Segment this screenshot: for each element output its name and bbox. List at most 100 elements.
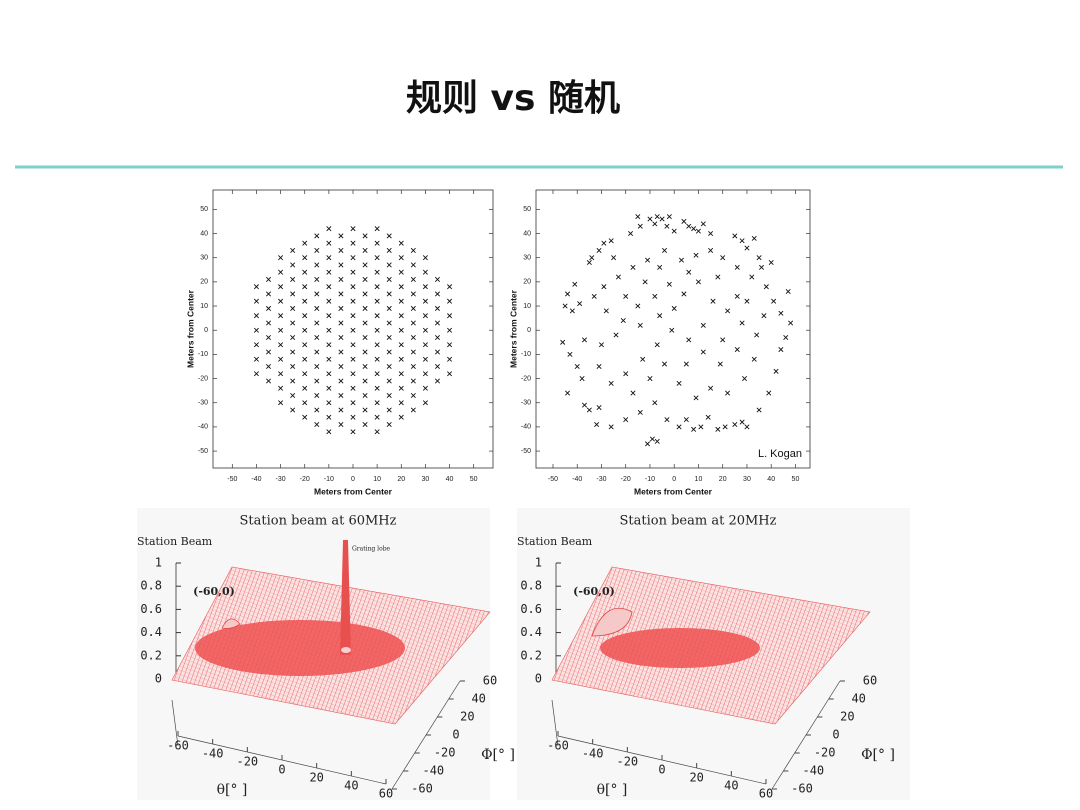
point xyxy=(278,255,284,261)
point xyxy=(265,276,272,282)
point xyxy=(290,320,296,326)
theta-tick-label: 40 xyxy=(724,779,738,793)
y-tick-label: -40 xyxy=(521,424,531,431)
z-tick-label: 0.4 xyxy=(140,625,162,639)
point xyxy=(350,327,356,333)
point xyxy=(596,363,602,369)
point xyxy=(326,284,332,290)
point xyxy=(398,240,404,246)
point xyxy=(386,363,392,369)
point xyxy=(756,255,762,261)
point xyxy=(302,342,308,348)
y-tick-label: -50 xyxy=(198,448,208,455)
z-axis-label: Station Beam xyxy=(517,535,593,548)
point xyxy=(422,284,428,290)
plot-frame xyxy=(535,189,811,469)
surface-plot: Station beam at 20MHz Station Beam 0 0.2 0.4… xyxy=(517,508,910,801)
point xyxy=(761,313,767,319)
point xyxy=(422,400,428,406)
point xyxy=(290,276,296,282)
point xyxy=(669,327,675,333)
point xyxy=(608,238,614,244)
point xyxy=(398,255,404,261)
point xyxy=(302,298,308,304)
point xyxy=(666,214,672,220)
point xyxy=(739,419,745,425)
point xyxy=(326,313,332,319)
phi-tick-label: 40 xyxy=(471,692,485,706)
point xyxy=(410,378,416,384)
point xyxy=(447,298,453,304)
x-tick-label: -30 xyxy=(276,476,286,483)
point xyxy=(314,291,320,297)
point xyxy=(717,361,723,367)
x-tick-label: -10 xyxy=(645,476,655,483)
y-tick-label: 0 xyxy=(527,327,531,334)
phi-tick-label: -20 xyxy=(814,746,836,760)
point xyxy=(657,313,663,319)
point xyxy=(253,298,259,304)
phi-tick-label: -40 xyxy=(802,764,824,778)
point xyxy=(350,284,356,290)
point xyxy=(661,361,668,367)
theta-tick-label: 0 xyxy=(278,763,285,777)
plot-title: Station beam at 60MHz xyxy=(240,514,397,529)
point xyxy=(362,305,368,311)
point xyxy=(447,342,453,348)
point xyxy=(302,284,308,290)
point xyxy=(374,226,380,232)
point xyxy=(302,269,308,275)
y-tick-label: -20 xyxy=(198,375,208,382)
point xyxy=(350,298,356,304)
point xyxy=(338,262,344,268)
y-tick-label: 20 xyxy=(200,279,208,286)
point xyxy=(649,436,655,442)
point xyxy=(620,318,626,324)
slide-title: 规则 vs 随机 xyxy=(406,78,620,119)
point xyxy=(715,426,721,432)
point xyxy=(410,247,416,253)
point xyxy=(302,385,308,391)
phi-tick-label: 60 xyxy=(863,674,877,688)
point xyxy=(398,356,404,362)
point xyxy=(434,320,441,326)
point xyxy=(362,233,368,239)
point xyxy=(374,429,380,435)
point xyxy=(362,320,368,326)
point xyxy=(302,240,308,246)
z-tick-label: 0.6 xyxy=(520,602,542,616)
point xyxy=(362,392,368,398)
phi-tick-label: -60 xyxy=(791,782,813,796)
point xyxy=(742,376,748,382)
theta-tick-label: 40 xyxy=(344,779,358,793)
point xyxy=(278,298,284,304)
point xyxy=(374,240,380,246)
point xyxy=(265,291,272,297)
x-tick-label: 10 xyxy=(373,476,381,483)
point xyxy=(581,402,588,408)
point xyxy=(386,421,392,428)
point xyxy=(666,281,672,287)
annotation: (-60,0) xyxy=(193,585,235,598)
point xyxy=(386,320,392,326)
z-tick-label: 0.4 xyxy=(520,625,542,639)
point xyxy=(302,400,308,406)
point xyxy=(362,276,368,282)
point xyxy=(350,414,356,420)
point xyxy=(338,349,344,355)
point xyxy=(695,279,701,285)
point xyxy=(398,298,404,304)
point xyxy=(623,293,629,299)
point xyxy=(691,426,697,432)
point xyxy=(314,276,320,282)
point xyxy=(253,356,259,362)
theta-tick-label: -40 xyxy=(582,747,604,761)
point xyxy=(715,274,721,280)
point xyxy=(720,255,726,261)
theta-axis xyxy=(551,699,559,747)
point xyxy=(788,320,794,326)
z-tick-label: 1 xyxy=(535,556,542,570)
point xyxy=(732,233,738,239)
credit: L. Kogan xyxy=(758,448,802,460)
point xyxy=(722,424,728,430)
